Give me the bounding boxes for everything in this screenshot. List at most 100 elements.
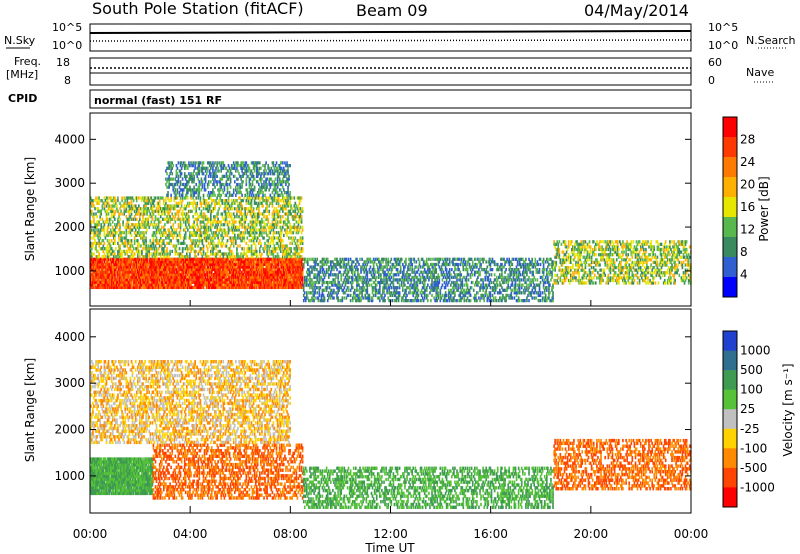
- heatmap-cell: [166, 257, 168, 261]
- heatmap-cell: [196, 273, 199, 277]
- heatmap-cell: [176, 285, 179, 290]
- heatmap-cell: [173, 280, 176, 284]
- heatmap-cell: [198, 265, 201, 269]
- heatmap-cell: [109, 265, 112, 269]
- heatmap-cell: [273, 207, 276, 211]
- heatmap-cell: [132, 265, 135, 269]
- heatmap-cell: [103, 260, 106, 264]
- heatmap-cell: [150, 285, 153, 290]
- heatmap-cell: [195, 270, 198, 274]
- heatmap-cell: [159, 273, 162, 277]
- heatmap-cell: [167, 280, 169, 284]
- heatmap-cell: [98, 280, 100, 284]
- heatmap-cell: [92, 199, 94, 203]
- heatmap-cell: [111, 283, 114, 287]
- heatmap-cell: [184, 231, 187, 235]
- heatmap-cell: [117, 257, 119, 261]
- heatmap-cell: [111, 270, 114, 274]
- heatmap-cell: [183, 285, 186, 290]
- heatmap-cell: [137, 273, 139, 277]
- heatmap-cell: [131, 267, 134, 272]
- heatmap-cell: [196, 270, 199, 274]
- heatmap-cell: [182, 283, 185, 287]
- heatmap-cell: [108, 283, 111, 287]
- heatmap-cell: [120, 280, 122, 284]
- heatmap-cell: [92, 241, 94, 246]
- heatmap-cell: [199, 262, 202, 267]
- heatmap-cell: [195, 267, 198, 272]
- heatmap-cell: [200, 201, 203, 205]
- heatmap-cell: [168, 260, 170, 264]
- heatmap-cell: [98, 267, 100, 272]
- heatmap-cell: [189, 260, 191, 264]
- heatmap-cell: [186, 267, 188, 272]
- heatmap-cell: [260, 241, 262, 246]
- heatmap-cell: [150, 278, 153, 282]
- freq-tick-bottom: 8: [64, 74, 71, 87]
- heatmap-cell: [145, 273, 147, 277]
- heatmap-cell: [111, 220, 114, 224]
- heatmap-cell: [169, 275, 171, 279]
- heatmap-cell: [173, 260, 176, 264]
- heatmap-cell: [246, 255, 249, 259]
- heatmap-cell: [121, 236, 123, 240]
- heatmap-cell: [142, 262, 144, 267]
- heatmap-cell: [95, 285, 97, 290]
- heatmap-cell: [145, 236, 147, 240]
- heatmap-cell: [117, 280, 119, 284]
- heatmap-cell: [139, 265, 141, 269]
- heatmap-cell: [144, 260, 146, 264]
- heatmap-cell: [123, 280, 126, 284]
- heatmap-cell: [196, 265, 199, 269]
- heatmap-cell: [234, 255, 236, 259]
- heatmap-cell: [107, 283, 110, 287]
- heatmap-cell: [157, 267, 160, 272]
- heatmap-cell: [149, 257, 152, 261]
- heatmap-cell: [223, 174, 226, 179]
- heatmap-cell: [170, 275, 172, 279]
- heatmap-cell: [147, 270, 150, 274]
- heatmap-cell: [193, 185, 195, 189]
- heatmap-cell: [118, 270, 120, 274]
- heatmap-cell: [130, 283, 133, 287]
- heatmap-cell: [116, 270, 118, 274]
- heatmap-cell: [184, 267, 187, 272]
- heatmap-cell: [115, 257, 117, 261]
- heatmap-cell: [155, 275, 158, 279]
- heatmap-cell: [148, 275, 151, 279]
- heatmap-cell: [166, 267, 168, 272]
- heatmap-cell: [156, 273, 159, 277]
- heatmap-cell: [121, 260, 123, 264]
- heatmap-cell: [133, 273, 136, 277]
- heatmap-cell: [197, 265, 200, 269]
- heatmap-cell: [133, 260, 136, 264]
- heatmap-cell: [117, 283, 119, 287]
- heatmap-cell: [194, 280, 196, 284]
- heatmap-cell: [162, 265, 164, 269]
- heatmap-cell: [137, 262, 139, 267]
- heatmap-cell: [178, 278, 181, 282]
- heatmap-cell: [149, 275, 152, 279]
- heatmap-cell: [123, 278, 126, 282]
- heatmap-cell: [163, 262, 165, 267]
- heatmap-cell: [187, 247, 189, 251]
- heatmap-cell: [140, 280, 142, 284]
- heatmap-cell: [135, 262, 138, 267]
- heatmap-cell: [161, 285, 163, 290]
- heatmap-cell: [151, 273, 154, 277]
- heatmap-cell: [216, 180, 218, 184]
- heatmap-cell: [214, 215, 216, 219]
- heatmap-cell: [170, 267, 172, 272]
- heatmap-cell: [214, 185, 216, 189]
- heatmap-cell: [122, 285, 124, 290]
- heatmap-cell: [196, 280, 199, 284]
- heatmap-cell: [116, 278, 118, 282]
- heatmap-cell: [165, 275, 167, 279]
- heatmap-cell: [114, 283, 116, 287]
- heatmap-cell: [195, 161, 198, 165]
- heatmap-cell: [166, 172, 168, 176]
- heatmap-cell: [189, 257, 191, 261]
- heatmap-cell: [264, 241, 266, 246]
- heatmap-cell: [243, 247, 246, 251]
- heatmap-cell: [153, 257, 156, 261]
